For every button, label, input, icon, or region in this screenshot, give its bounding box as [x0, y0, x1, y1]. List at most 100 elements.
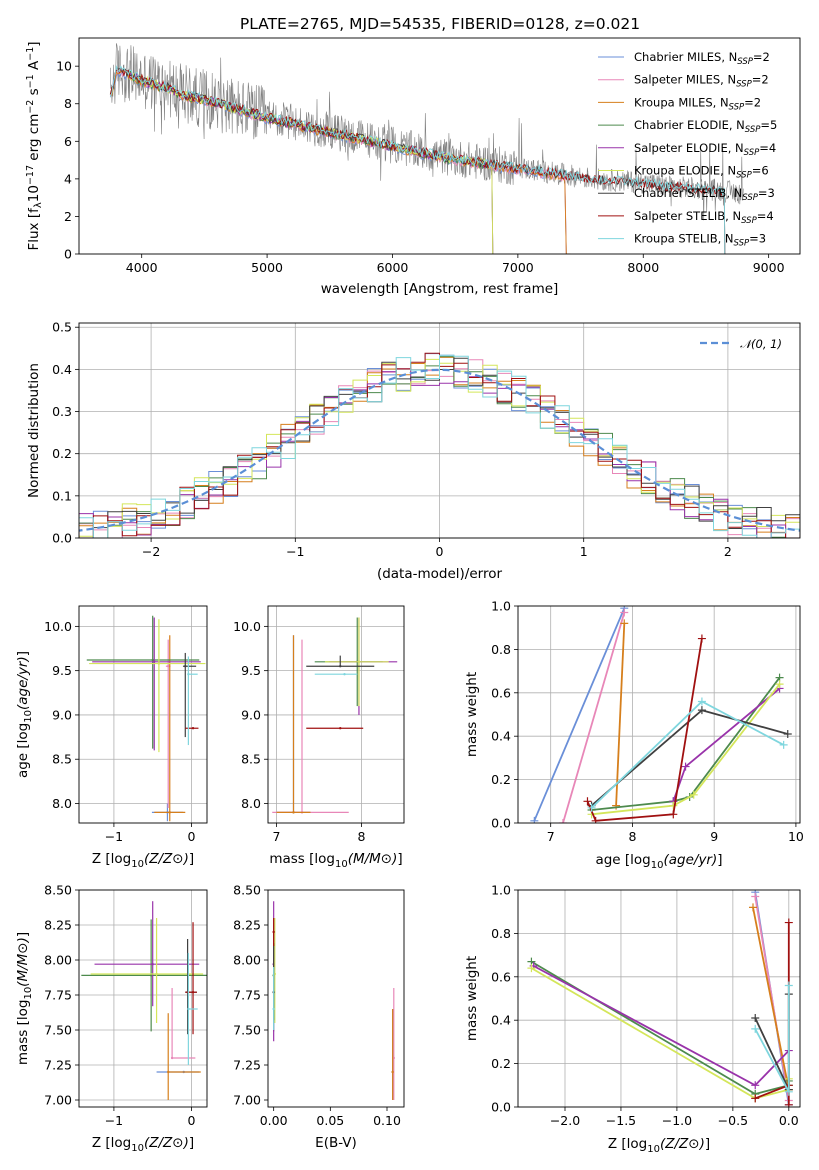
axes-frame — [267, 889, 405, 1108]
x-axis-label: E(B-V) — [315, 1135, 357, 1151]
weight-marker — [751, 1024, 760, 1033]
plot-area — [530, 606, 792, 823]
weight-marker — [751, 892, 760, 901]
x-tick-label: −1.0 — [662, 1113, 692, 1128]
weight-line — [754, 896, 790, 1101]
mass-vs-metallicity-panel: −1 0 7.00 7.25 7.50 7.75 8.00 8.25 8.50 Z [log10(… — [15, 883, 208, 1154]
y-tick-label: 0.5 — [52, 320, 72, 335]
weight-marker — [751, 1014, 760, 1023]
axes-frame — [78, 605, 208, 824]
data-point — [157, 662, 161, 665]
y-axis-label: Flux [fλ10−17 erg cm−2 s−1 A−1] — [25, 41, 44, 250]
y-tick-label: 8.00 — [44, 953, 72, 968]
data-point — [151, 658, 154, 662]
x-tick-label: 0.05 — [316, 1113, 344, 1128]
x-axis-label: Z [log10(Z/Z⊙)] — [92, 851, 194, 870]
legend-entry: 𝒩(0, 1) — [740, 337, 782, 351]
y-tick-label: 8.0 — [52, 796, 72, 811]
y-axis-label: mass weight — [464, 672, 480, 757]
x-tick-label: −2.0 — [550, 1113, 580, 1128]
legend-entry: Chabrier ELODIE, NSSP=5 — [634, 118, 777, 135]
weight-marker — [620, 619, 629, 628]
x-tick-label: 9000 — [753, 260, 785, 275]
x-tick-label: 0 — [188, 1113, 196, 1128]
legend: Chabrier MILES, NSSP=2 Salpeter MILES, NS… — [598, 50, 777, 249]
weight-line — [562, 612, 626, 823]
y-axis-label: Normed distribution — [26, 363, 42, 498]
data-point — [167, 1070, 170, 1074]
weight-marker — [681, 762, 690, 771]
weight-marker — [669, 810, 678, 819]
age-vs-metallicity-panel: −1 0 8.0 8.5 9.0 9.5 10.0 Z [log10(Z/Z⊙)] age [l… — [15, 605, 208, 870]
y-axis-label: mass weight — [464, 956, 480, 1041]
data-point — [339, 727, 342, 730]
weight-marker — [784, 1100, 793, 1107]
x-tick-label: 7 — [547, 829, 555, 844]
weight-marker — [697, 697, 706, 706]
x-axis-label: Z [log10(Z/Z⊙)] — [92, 1135, 194, 1154]
y-tick-label: 0.0 — [491, 816, 511, 831]
y-tick-label: 7.75 — [233, 988, 261, 1003]
data-point — [184, 665, 187, 668]
legend-entry: Kroupa MILES, NSSP=2 — [634, 95, 761, 112]
y-tick-label: 8.00 — [233, 953, 261, 968]
y-tick-label: 8.25 — [44, 918, 72, 933]
y-axis-label: mass [log10(M/M⊙)] — [15, 932, 34, 1065]
weight-marker — [751, 1094, 760, 1103]
data-point — [339, 665, 342, 668]
x-axis-label: Z [log10(Z/Z⊙)] — [608, 1136, 710, 1155]
weight-marker — [779, 740, 788, 749]
y-tick-label: 9.0 — [52, 707, 72, 722]
x-tick-label: 7000 — [502, 260, 534, 275]
x-axis-label: mass [log10(M/M⊙)] — [269, 851, 402, 870]
residuals-panel: −2 −1 0 1 2 0.0 0.1 0.2 0.3 0.4 0.5 (data-model)/er… — [26, 320, 801, 582]
y-tick-label: 8 — [64, 96, 72, 111]
weight-marker — [530, 816, 539, 823]
plot-area — [527, 890, 793, 1107]
data-point — [191, 727, 195, 730]
weight-line — [533, 607, 626, 822]
weight-line — [591, 677, 781, 811]
spectrum-panel: 4000 5000 6000 7000 8000 9000 0 2 4 6 8 10 wavelengt… — [25, 37, 801, 297]
x-tick-label: 0.00 — [260, 1113, 288, 1128]
y-tick-label: 0.6 — [491, 685, 511, 700]
figure-title: PLATE=2765, MJD=54535, FIBERID=0128, z=0… — [240, 15, 640, 33]
y-tick-label: 1.0 — [491, 883, 511, 898]
y-tick-label: 9.0 — [241, 707, 261, 722]
axes-frame — [267, 605, 405, 824]
y-tick-label: 7.50 — [233, 1023, 261, 1038]
x-tick-label: 5000 — [251, 260, 283, 275]
weight-marker — [587, 803, 596, 812]
axes-frame — [517, 889, 801, 1108]
y-tick-label: 7.25 — [233, 1058, 261, 1073]
model-spectrum-line — [109, 64, 726, 254]
plot-area — [81, 901, 207, 1100]
data-point — [151, 963, 154, 966]
y-tick-label: 2 — [64, 209, 72, 224]
weight-marker — [783, 730, 792, 739]
x-tick-label: 8 — [358, 829, 366, 844]
x-tick-label: 10 — [788, 829, 804, 844]
x-tick-label: −1.5 — [606, 1113, 636, 1128]
axes-frame — [78, 322, 801, 539]
weight-marker — [612, 801, 621, 810]
x-tick-label: 9 — [710, 829, 718, 844]
weight-vs-metallicity-panel: −2.0 −1.5 −1.0 −0.5 0.0 0.0 0.2 0.4 0.6 0.8 1.0 Z [… — [464, 883, 801, 1155]
age-vs-mass-panel: 7 8 8.0 8.5 9.0 9.5 10.0 mass [log10(M/M⊙)] — [233, 605, 405, 870]
y-tick-label: 9.5 — [52, 663, 72, 678]
y-tick-label: 8.50 — [233, 883, 261, 898]
x-tick-label: 0 — [188, 829, 196, 844]
y-tick-label: 10 — [56, 59, 72, 74]
data-point — [272, 1007, 275, 1011]
model-spectrum-line — [109, 67, 726, 254]
x-tick-label: 6000 — [377, 260, 409, 275]
data-point — [187, 1007, 190, 1011]
weight-marker — [784, 981, 793, 990]
data-point — [272, 930, 275, 934]
y-tick-label: 8.5 — [241, 752, 261, 767]
y-tick-label: 8.5 — [52, 752, 72, 767]
data-point — [149, 974, 153, 977]
plot-area — [86, 615, 206, 822]
x-axis-label: wavelength [Angstrom, rest frame] — [321, 281, 559, 297]
